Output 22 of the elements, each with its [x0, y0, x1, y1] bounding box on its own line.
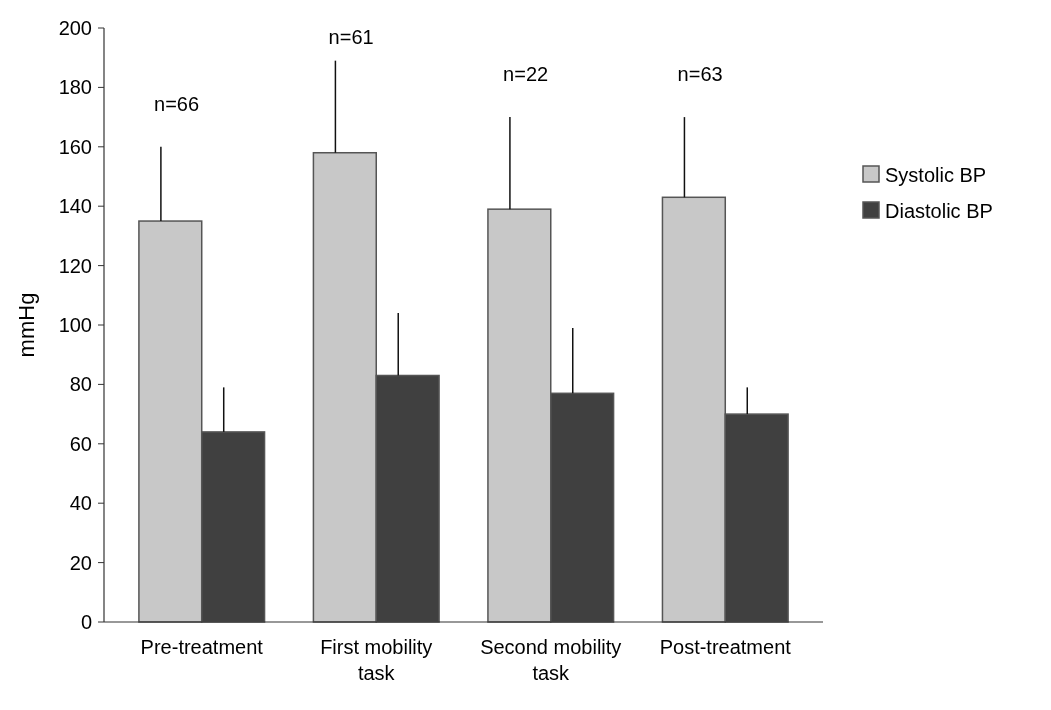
- y-tick-label: 40: [69, 492, 92, 515]
- x-tick-label: Second mobility task: [480, 636, 622, 684]
- y-tick-label: 180: [58, 76, 92, 99]
- x-tick-label: Pre-treatment: [140, 636, 264, 658]
- x-tick-label: First mobility task: [320, 636, 433, 684]
- legend-label: Diastolic BP: [885, 200, 993, 222]
- y-tick-label: 160: [58, 135, 92, 158]
- annotation: n=66: [154, 92, 200, 115]
- annotation: n=61: [328, 26, 374, 48]
- annotation: n=22: [503, 63, 549, 86]
- y-tick-label: 100: [58, 314, 92, 336]
- legend-label: Systolic BP: [885, 164, 987, 186]
- y-tick-label: 120: [58, 254, 92, 277]
- y-tick-label: 200: [58, 17, 92, 39]
- y-axis-title: mmHg: [14, 292, 39, 358]
- x-tick-label: Post-treatment: [659, 636, 792, 658]
- annotation: n=63: [677, 63, 723, 86]
- y-tick-label: 0: [80, 611, 92, 633]
- y-tick-label: 140: [58, 195, 92, 218]
- y-tick-label: 60: [69, 432, 92, 455]
- y-tick-label: 20: [69, 551, 92, 574]
- y-tick-label: 80: [69, 373, 92, 396]
